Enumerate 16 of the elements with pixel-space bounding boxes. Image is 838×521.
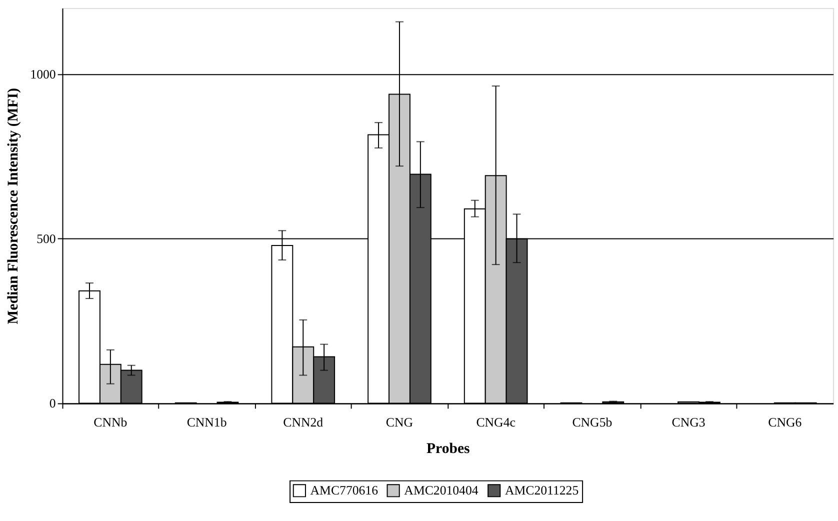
legend-label: AMC2011225 — [504, 484, 579, 498]
x-tick-label: CNG5b — [572, 415, 612, 430]
y-tick-label: 500 — [36, 232, 56, 246]
x-tick-label: CNN1b — [186, 415, 227, 430]
y-tick-label: 1000 — [30, 67, 56, 82]
legend-label: AMC2010404 — [404, 484, 479, 498]
x-tick-label: CNG3 — [672, 415, 706, 430]
y-tick-label: 0 — [49, 396, 56, 411]
x-tick-label: CNG — [386, 415, 414, 430]
x-tick-label: CNG4c — [476, 415, 516, 430]
x-tick-label: CNN2d — [283, 415, 324, 430]
x-tick-label: CNNb — [94, 415, 128, 430]
x-axis-title: Probes — [426, 441, 470, 458]
x-tick-label: CNG6 — [768, 415, 802, 430]
legend-label: AMC770616 — [310, 484, 379, 498]
y-axis-title: Median Fluorescence Intensity (MFI) — [5, 88, 22, 324]
